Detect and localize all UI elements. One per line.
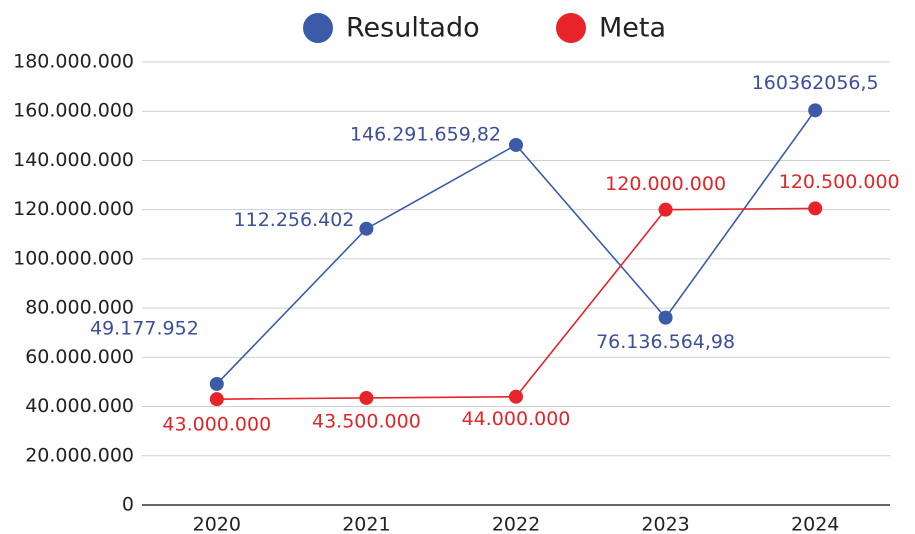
legend-text: Meta <box>599 13 666 44</box>
legend-text: Resultado <box>346 13 480 44</box>
data-label: 43.500.000 <box>312 410 421 432</box>
legend-marker <box>556 13 586 43</box>
y-tick-label: 40.000.000 <box>25 395 134 417</box>
data-point <box>509 389 523 404</box>
data-label: 49.177.952 <box>90 317 199 339</box>
data-label: 146.291.659,82 <box>350 123 501 145</box>
y-tick-label: 180.000.000 <box>13 51 134 73</box>
y-tick-label: 60.000.000 <box>25 346 134 368</box>
data-point <box>209 392 224 407</box>
data-label: 43.000.000 <box>162 414 271 436</box>
data-label: 120.500.000 <box>779 171 900 193</box>
y-tick-label: 120.000.000 <box>13 198 134 220</box>
data-point <box>509 137 523 152</box>
series-line <box>216 207 816 400</box>
data-point <box>808 201 823 216</box>
data-label: 76.136.564,98 <box>596 331 735 353</box>
y-tick-label: 160.000.000 <box>13 100 134 122</box>
x-tick-label: 2020 <box>193 514 241 534</box>
data-label: 112.256.402 <box>234 209 355 231</box>
data-label: 120.000.000 <box>605 173 726 195</box>
x-tick-label: 2023 <box>641 514 689 534</box>
legend-marker <box>303 13 333 43</box>
y-tick-label: 20.000.000 <box>25 444 134 466</box>
x-tick-label: 2024 <box>791 514 839 534</box>
data-point <box>359 390 374 405</box>
data-point <box>359 221 374 236</box>
data-point <box>658 310 673 325</box>
x-tick-label: 2021 <box>342 514 390 534</box>
y-tick-label: 100.000.000 <box>13 247 134 269</box>
y-tick-label: 0 <box>122 494 134 516</box>
x-tick-label: 2022 <box>492 514 540 534</box>
data-label: 44.000.000 <box>462 408 571 430</box>
data-label: 160362056,5 <box>752 72 879 94</box>
y-tick-label: 140.000.000 <box>13 149 134 171</box>
data-point <box>658 202 673 217</box>
data-point <box>209 376 224 391</box>
data-point <box>808 103 823 118</box>
y-tick-label: 80.000.000 <box>25 297 134 319</box>
